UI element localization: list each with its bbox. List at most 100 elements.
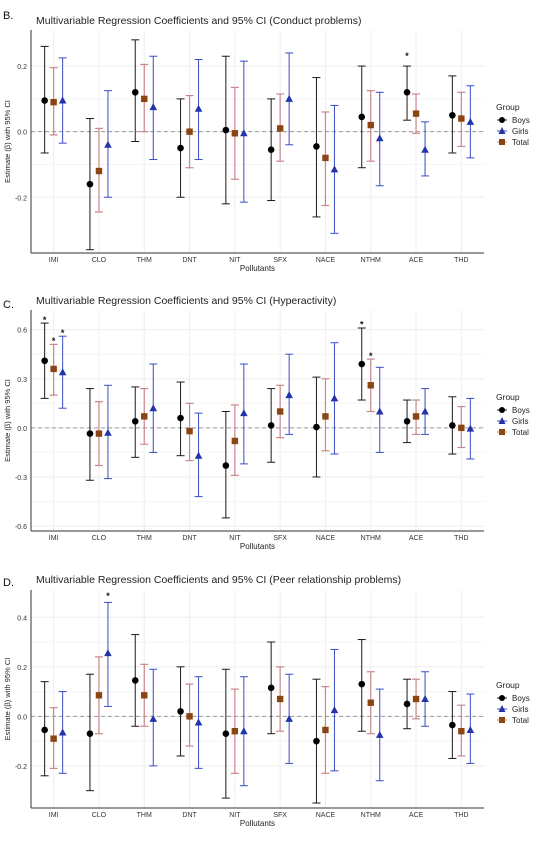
x-tick-label: NIT: [229, 257, 241, 264]
point-girls: [421, 407, 429, 415]
legend: Group Boys Girls Total: [496, 102, 530, 147]
point-boys: [403, 700, 411, 708]
legend-marker-boys: [499, 117, 505, 123]
point-total: [141, 692, 148, 699]
point-boys: [177, 144, 184, 152]
point-girls: [330, 394, 339, 402]
point-total: [322, 413, 329, 420]
x-tick-label: IMI: [49, 535, 59, 542]
point-girls: [240, 129, 248, 137]
point-boys: [403, 89, 411, 96]
x-tick-label: SFX: [273, 257, 287, 264]
significance-marker: *: [405, 51, 409, 61]
x-tick-label: THD: [454, 257, 468, 264]
point-boys: [267, 146, 275, 153]
y-tick-label: 0.2: [17, 665, 27, 672]
point-total: [186, 427, 193, 435]
y-tick-label: 0.2: [17, 64, 27, 71]
legend-entry-total: Total: [512, 716, 529, 725]
significance-marker: *: [61, 328, 65, 338]
point-boys: [131, 677, 139, 684]
point-total: [276, 408, 284, 415]
legend-entry-girls: Girls: [512, 417, 528, 426]
point-total: [458, 115, 465, 122]
point-girls: [58, 368, 67, 376]
x-tick-label: NACE: [316, 535, 336, 542]
legend-marker-boys: [499, 407, 505, 413]
significance-marker: *: [369, 351, 373, 361]
y-tick-label: 0.0: [17, 426, 27, 433]
point-girls: [285, 391, 293, 399]
point-boys: [86, 730, 94, 737]
legend-entry-total: Total: [512, 428, 529, 437]
x-tick-label: CLO: [92, 535, 107, 542]
legend-marker-girls: [498, 127, 506, 134]
point-girls: [375, 134, 384, 142]
y-tick-label: 0.6: [17, 328, 27, 335]
point-total: [412, 695, 420, 703]
y-axis-label: Estimate (β) with 95% CI: [3, 100, 12, 183]
legend: Group Boys Girls Total: [496, 680, 530, 725]
point-girls: [421, 695, 429, 702]
x-tick-label: SFX: [273, 812, 287, 819]
chart-panel-3: 0.4 0.2 0.0 -0.2 IMI CLO THM DNT NIT SFX NACE NTHM A…: [3, 574, 530, 828]
x-tick-label: IMI: [49, 812, 59, 819]
x-tick-label: DNT: [182, 535, 197, 542]
point-total: [322, 154, 329, 162]
point-total: [50, 365, 57, 373]
significance-marker: *: [43, 315, 47, 325]
point-total: [231, 728, 239, 735]
point-girls: [466, 725, 475, 733]
point-girls: [104, 140, 112, 148]
x-tick-label: THD: [454, 535, 468, 542]
x-tick-label: ACE: [409, 257, 424, 264]
point-boys: [267, 684, 275, 692]
panel-label: C.: [3, 299, 14, 311]
significance-marker: *: [52, 336, 56, 346]
legend-entry-boys: Boys: [512, 406, 530, 415]
y-tick-label: -0.3: [15, 475, 27, 482]
point-girls: [104, 649, 112, 657]
x-tick-label: SFX: [273, 535, 287, 542]
point-total: [186, 128, 193, 135]
x-tick-label: IMI: [49, 257, 59, 264]
point-total: [186, 713, 193, 720]
point-total: [95, 692, 103, 699]
panel-label: D.: [3, 577, 14, 589]
point-girls: [194, 718, 203, 726]
point-girls: [149, 714, 158, 722]
chart-title: Multivariable Regression Coefficients an…: [36, 15, 361, 27]
point-total: [412, 413, 420, 420]
point-boys: [86, 180, 94, 188]
point-girls: [149, 103, 158, 111]
point-girls: [466, 117, 475, 125]
point-total: [458, 424, 465, 432]
legend-entry-boys: Boys: [512, 694, 530, 703]
point-boys: [131, 418, 139, 425]
legend-title: Group: [496, 680, 520, 690]
chart-title: Multivariable Regression Coefficients an…: [36, 574, 401, 586]
point-total: [322, 726, 329, 734]
x-axis-label: Pollutants: [240, 264, 275, 273]
legend-marker-boys: [499, 695, 505, 701]
point-girls: [58, 96, 67, 104]
point-total: [50, 735, 57, 742]
x-tick-label: DNT: [182, 812, 197, 819]
x-tick-label: NACE: [316, 812, 336, 819]
point-boys: [449, 111, 456, 119]
point-boys: [313, 143, 320, 150]
point-boys: [313, 737, 320, 745]
point-boys: [86, 430, 94, 437]
chart-panel-2: 0.6 0.3 0.0 -0.3 -0.6 IMI CLO THM DNT NIT SFX NACE N…: [3, 295, 530, 551]
x-tick-label: ACE: [409, 812, 424, 819]
point-total: [458, 728, 465, 735]
point-total: [367, 382, 374, 389]
point-girls: [240, 409, 248, 417]
point-girls: [330, 165, 339, 173]
chart-title: Multivariable Regression Coefficients an…: [36, 295, 336, 307]
y-tick-label: 0.3: [17, 377, 27, 384]
y-tick-label: 0.0: [17, 714, 27, 721]
x-tick-label: THM: [137, 257, 152, 264]
point-total: [276, 695, 284, 703]
